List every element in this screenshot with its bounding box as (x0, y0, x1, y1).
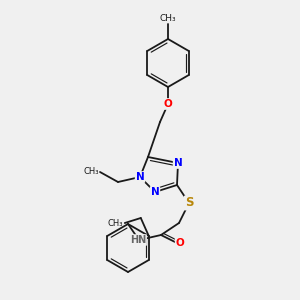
Text: N: N (174, 158, 182, 168)
Text: N: N (136, 172, 144, 182)
Text: S: S (185, 196, 193, 209)
Text: CH₃: CH₃ (107, 220, 123, 229)
Text: N: N (151, 187, 159, 197)
Text: HN: HN (130, 235, 146, 245)
Text: O: O (176, 238, 184, 248)
Text: CH₃: CH₃ (160, 14, 176, 23)
Text: O: O (164, 99, 172, 109)
Text: CH₃: CH₃ (83, 167, 99, 176)
